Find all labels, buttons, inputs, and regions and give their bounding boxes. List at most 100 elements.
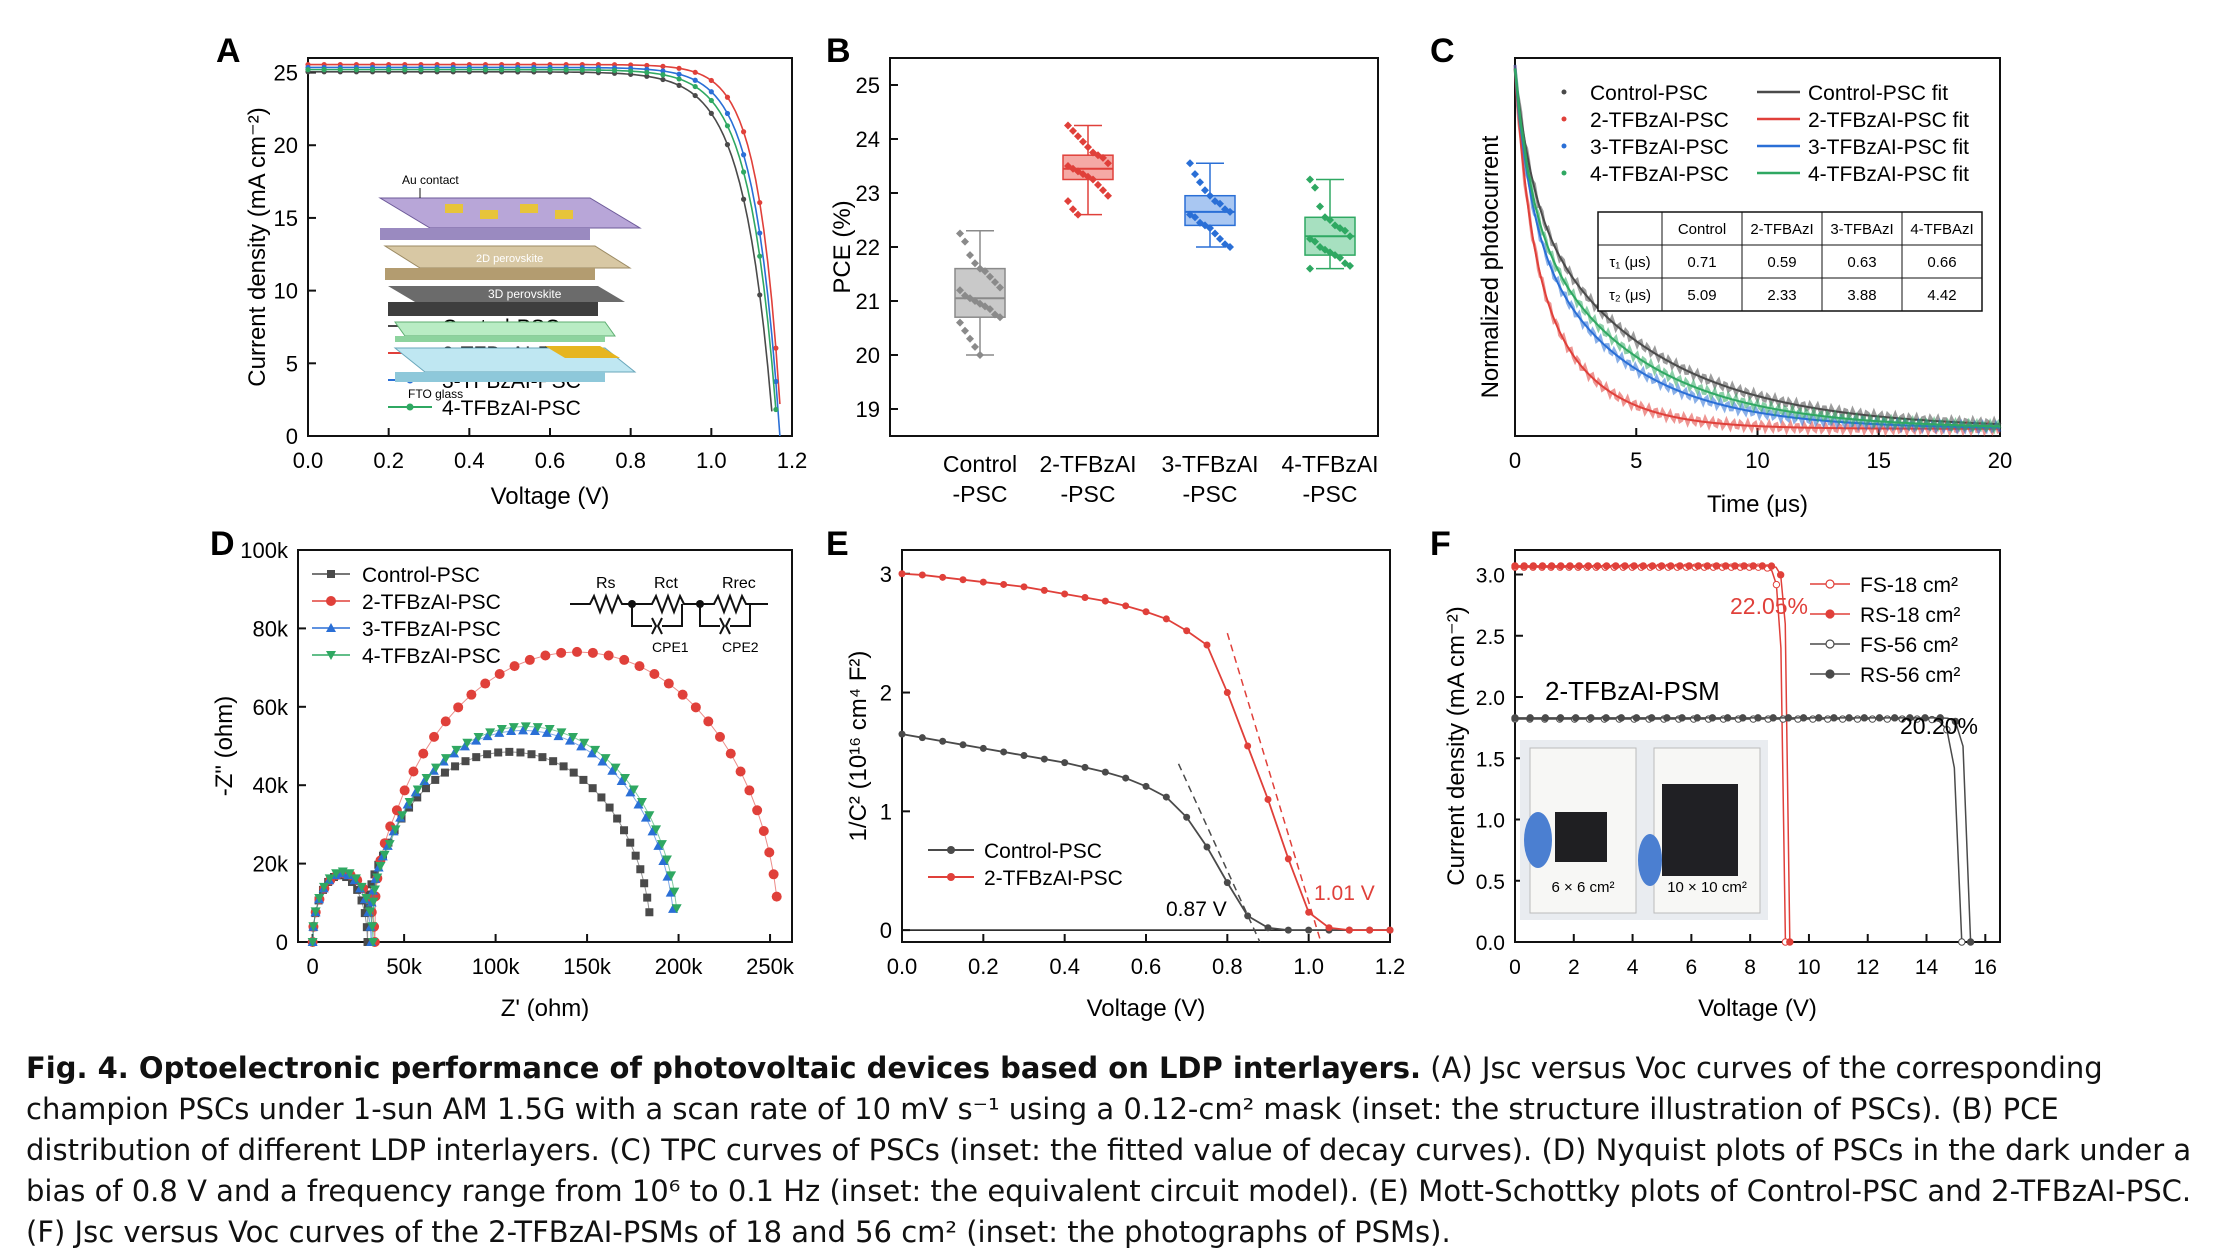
data-point: [1639, 562, 1647, 570]
legend-label: 2-TFBzAI-PSC fit: [1808, 109, 1969, 132]
data-point: [611, 67, 618, 74]
series-fit-4: [1514, 68, 2001, 428]
data-point: [595, 67, 602, 73]
category-label: -PSC: [1183, 481, 1238, 507]
y-tick-label: 20k: [253, 852, 289, 877]
data-point: [692, 77, 698, 83]
data-point: [1951, 717, 1960, 726]
data-point: [350, 874, 361, 884]
data-point: [402, 799, 413, 809]
data-point: [1142, 608, 1150, 616]
legend-label: 4-TFBzAI-PSC: [1590, 163, 1729, 186]
panel-e-mott-schottky-chart: 0.0 0.2 0.4 0.6 0.8 1.0 1.2 0 1 2 3 Voltage (V) 1/C²…: [845, 549, 1405, 1022]
equivalent-circuit-inset: Rs Rct Rrec CPE1 CPE2: [570, 575, 768, 655]
data-point: [473, 732, 484, 742]
x-tick-label: 1.0: [696, 448, 727, 473]
data-point: [471, 735, 482, 745]
data-point: [368, 938, 379, 947]
data-point: [1306, 175, 1314, 184]
data-point: [337, 67, 343, 73]
data-point: [666, 871, 677, 881]
y-tick-label: 2.5: [1476, 626, 1505, 649]
y-axis-label: Current density (mA cm⁻²): [244, 107, 271, 386]
data-point: [462, 738, 473, 748]
data-point: [658, 855, 669, 865]
data-point: [703, 716, 714, 727]
data-point: [959, 576, 967, 584]
data-point: [576, 741, 587, 751]
legend-marker: [1561, 170, 1567, 176]
legend-label: 4-TFBzAI-PSC: [362, 645, 501, 668]
data-point: [1712, 562, 1721, 570]
data-point: [956, 318, 964, 327]
category-label: -PSC: [1061, 481, 1116, 507]
x-axis-label: Time (μs): [1707, 491, 1808, 518]
x-tick-label: 0: [1509, 448, 1521, 473]
data-point: [1739, 714, 1747, 722]
data-point: [1244, 742, 1252, 750]
data-point: [640, 812, 651, 822]
panel-f-psm-jv-chart: 0 2 4 6 8 10 12 14 16 0.0 0.5 1.0 1.5 2.0 2.5 3.0 Voltag…: [1443, 549, 2001, 1022]
data-point: [1223, 689, 1231, 697]
data-point: [402, 67, 408, 73]
data-point: [660, 72, 666, 78]
x-tick-label: 250k: [746, 954, 795, 979]
data-point: [724, 142, 731, 148]
legend-marker: [1561, 116, 1567, 122]
data-point: [1099, 153, 1107, 162]
data-point: [613, 814, 622, 823]
data-point: [1845, 714, 1853, 722]
data-point: [1366, 926, 1374, 934]
legend-marker: [1561, 89, 1567, 95]
data-point: [516, 748, 525, 757]
data-point: [1526, 714, 1534, 722]
y-tick-label: 1.0: [1476, 810, 1505, 833]
legend-marker: [1561, 143, 1567, 149]
data-point: [644, 73, 650, 79]
data-point: [676, 82, 682, 88]
glove-right: [1638, 834, 1662, 886]
data-point: [752, 805, 763, 816]
panel-letter-b: B: [826, 32, 851, 70]
y-axis-label: -Z" (ohm): [211, 696, 238, 797]
data-point: [1584, 562, 1592, 570]
data-point: [553, 731, 564, 741]
legend-marker: [1825, 669, 1835, 679]
y-axis-label: Normalized photocurrent: [1477, 135, 1504, 398]
data-point: [1064, 197, 1072, 206]
data-point: [1657, 562, 1666, 570]
data-point: [971, 259, 979, 268]
legend-label: 2-TFBzAI-PSC: [984, 867, 1123, 890]
data-point: [1538, 562, 1547, 570]
data-point: [1306, 264, 1314, 273]
data-point: [708, 77, 714, 84]
data-point: [1069, 205, 1077, 214]
data-point: [773, 406, 779, 413]
data-point: [607, 765, 618, 775]
data-point: [1617, 714, 1626, 722]
y-tick-label: 0: [286, 424, 298, 449]
data-point: [586, 748, 597, 758]
data-point: [676, 65, 682, 71]
data-point: [981, 267, 989, 276]
data-point: [1815, 714, 1823, 722]
data-point: [603, 650, 614, 661]
data-point: [1191, 213, 1199, 222]
data-point: [1647, 714, 1656, 722]
data-point: [1708, 714, 1717, 722]
data-point: [418, 748, 429, 759]
data-point: [1000, 580, 1008, 588]
data-point: [692, 92, 698, 99]
data-point: [1772, 580, 1781, 589]
data-point: [708, 110, 714, 116]
data-point: [307, 938, 318, 947]
data-point: [620, 826, 629, 835]
data-point: [757, 230, 763, 236]
y-tick-label: 0: [276, 930, 288, 955]
data-point: [1676, 562, 1684, 570]
data-point: [996, 283, 1004, 292]
data-point: [1648, 562, 1657, 570]
data-point: [1226, 243, 1234, 251]
data-point: [961, 237, 969, 246]
data-point: [1142, 782, 1150, 790]
